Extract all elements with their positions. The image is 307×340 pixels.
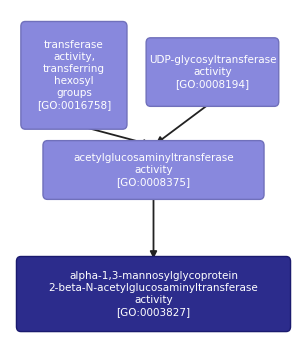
- FancyBboxPatch shape: [43, 141, 264, 199]
- Text: acetylglucosaminyltransferase
activity
[GO:0008375]: acetylglucosaminyltransferase activity […: [73, 153, 234, 187]
- FancyBboxPatch shape: [21, 21, 127, 129]
- Text: UDP-glycosyltransferase
activity
[GO:0008194]: UDP-glycosyltransferase activity [GO:000…: [149, 55, 276, 89]
- Text: transferase
activity,
transferring
hexosyl
groups
[GO:0016758]: transferase activity, transferring hexos…: [37, 40, 111, 110]
- FancyBboxPatch shape: [146, 38, 279, 106]
- FancyBboxPatch shape: [17, 256, 290, 332]
- Text: alpha-1,3-mannosylglycoprotein
2-beta-N-acetylglucosaminyltransferase
activity
[: alpha-1,3-mannosylglycoprotein 2-beta-N-…: [49, 271, 258, 317]
